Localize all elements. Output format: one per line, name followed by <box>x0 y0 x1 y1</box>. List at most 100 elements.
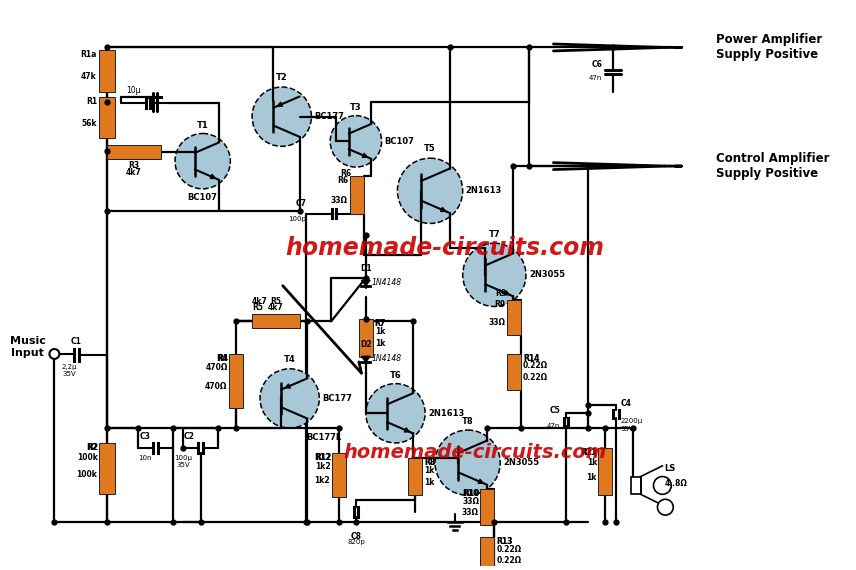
Text: 10n: 10n <box>139 455 152 461</box>
Text: BC107: BC107 <box>384 137 414 146</box>
Bar <box>98 97 115 139</box>
Text: R3: R3 <box>128 161 140 170</box>
Text: T2: T2 <box>276 73 288 82</box>
Text: R6: R6 <box>340 169 351 178</box>
Bar <box>598 448 612 495</box>
Circle shape <box>657 499 674 515</box>
Text: D2: D2 <box>360 340 372 349</box>
Circle shape <box>366 384 425 443</box>
Text: T7: T7 <box>489 230 500 239</box>
Circle shape <box>397 158 463 223</box>
Text: R9: R9 <box>494 300 505 308</box>
Text: 35V: 35V <box>621 426 634 432</box>
Text: 4k7: 4k7 <box>126 168 142 177</box>
Circle shape <box>260 369 319 428</box>
Text: 4k7: 4k7 <box>253 298 268 307</box>
Text: 1k: 1k <box>424 466 435 475</box>
Circle shape <box>435 430 500 495</box>
Circle shape <box>253 87 312 146</box>
Text: 2N3055: 2N3055 <box>503 458 539 467</box>
Text: R5: R5 <box>270 298 282 307</box>
Text: 33Ω: 33Ω <box>461 508 479 517</box>
Text: R2: R2 <box>86 443 98 452</box>
Text: R14: R14 <box>523 354 539 363</box>
Bar <box>631 477 640 494</box>
Text: R9: R9 <box>495 288 506 298</box>
Bar <box>359 319 372 357</box>
Text: 47k: 47k <box>81 72 97 81</box>
Text: T4: T4 <box>284 355 295 364</box>
Text: 33Ω: 33Ω <box>331 196 348 205</box>
Text: 100k: 100k <box>77 453 98 462</box>
Text: 2N1613: 2N1613 <box>428 409 464 418</box>
Text: 1k2: 1k2 <box>316 462 331 471</box>
Text: 10µ: 10µ <box>126 86 140 95</box>
Text: 4..8Ω: 4..8Ω <box>664 479 687 488</box>
Text: 1k: 1k <box>375 339 385 348</box>
Bar <box>480 537 494 570</box>
Text: R10: R10 <box>463 490 479 498</box>
Text: 2200µ: 2200µ <box>621 418 643 424</box>
Text: 35V: 35V <box>62 370 76 377</box>
Text: R4: R4 <box>217 354 228 363</box>
Text: 1k: 1k <box>424 478 435 487</box>
Text: 1k: 1k <box>375 327 385 336</box>
Text: C4: C4 <box>621 400 632 408</box>
Text: T5: T5 <box>425 144 436 153</box>
Text: Control Amplifier
Supply Positive: Control Amplifier Supply Positive <box>716 152 829 180</box>
Circle shape <box>175 133 230 189</box>
Text: R13: R13 <box>496 537 513 546</box>
Text: R8: R8 <box>424 458 436 467</box>
Text: 100µ: 100µ <box>174 455 192 461</box>
Bar <box>408 458 422 495</box>
Text: C2: C2 <box>183 432 194 441</box>
Text: R1a: R1a <box>80 50 97 59</box>
Text: Power Amplifier
Supply Positive: Power Amplifier Supply Positive <box>716 34 822 62</box>
Text: R2: R2 <box>86 443 97 452</box>
Text: 100k: 100k <box>76 470 97 479</box>
Text: R4: R4 <box>217 354 229 363</box>
Text: R7: R7 <box>375 319 386 328</box>
Text: C8: C8 <box>350 532 361 541</box>
Bar <box>98 50 115 92</box>
Text: R8: R8 <box>424 458 436 467</box>
Bar <box>350 176 364 214</box>
Text: 47n: 47n <box>589 75 602 81</box>
Text: T1: T1 <box>197 120 209 129</box>
Text: 35V: 35V <box>176 462 190 468</box>
Text: C3: C3 <box>140 432 151 441</box>
Text: LS: LS <box>664 463 675 473</box>
Bar <box>253 315 300 328</box>
Text: 820p: 820p <box>347 539 365 545</box>
Text: 0.22Ω: 0.22Ω <box>496 545 521 553</box>
Text: D1: D1 <box>360 264 372 273</box>
Text: R11: R11 <box>580 448 597 457</box>
Text: 33Ω: 33Ω <box>462 497 479 506</box>
Text: C5: C5 <box>550 406 561 415</box>
Bar <box>507 300 521 335</box>
Bar <box>332 453 346 497</box>
Text: R12: R12 <box>314 453 330 462</box>
Bar <box>229 354 243 408</box>
Text: homemade-circuits.com: homemade-circuits.com <box>285 236 604 260</box>
Text: BC177: BC177 <box>323 394 352 403</box>
Text: Music: Music <box>9 336 45 346</box>
Circle shape <box>463 243 526 307</box>
Bar <box>98 443 115 494</box>
Text: 470Ω: 470Ω <box>206 363 229 372</box>
Bar <box>480 490 494 525</box>
Text: 0.22Ω: 0.22Ω <box>496 556 521 565</box>
Text: 1N4148: 1N4148 <box>372 354 401 363</box>
Text: R5: R5 <box>253 303 263 312</box>
Text: 2N1613: 2N1613 <box>466 186 502 196</box>
Polygon shape <box>640 466 663 505</box>
Text: R13: R13 <box>496 537 513 546</box>
Text: T6: T6 <box>389 370 401 380</box>
Text: 100p: 100p <box>288 215 306 222</box>
Text: R11: R11 <box>580 448 596 457</box>
Text: 47n: 47n <box>547 423 561 429</box>
Text: C7: C7 <box>295 198 306 207</box>
Text: R6: R6 <box>337 176 348 185</box>
Bar <box>107 145 161 159</box>
Text: R1: R1 <box>86 97 97 106</box>
